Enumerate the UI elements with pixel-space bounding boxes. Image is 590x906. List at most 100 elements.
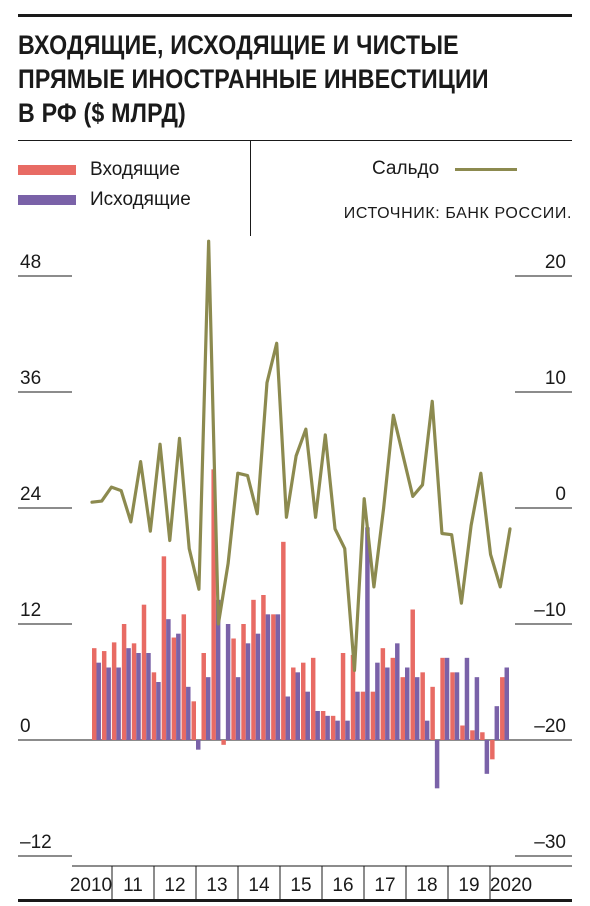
bar-outflow — [245, 643, 251, 740]
bar-inflow — [450, 672, 455, 740]
bar-outflow — [414, 677, 420, 740]
bar-outflow — [315, 711, 320, 740]
bar-outflow — [156, 682, 161, 740]
chart-title-line-1: Входящие, исходящие и чистые — [18, 30, 459, 60]
bar-outflow — [464, 657, 470, 740]
bar-inflow — [480, 732, 485, 740]
x-tick-label: 2010 — [70, 875, 112, 896]
bar-inflow — [261, 595, 266, 740]
bar-inflow — [460, 725, 465, 740]
y-left-tick-label: –12 — [20, 832, 52, 853]
saldo-line — [90, 239, 512, 673]
legend-item-inflow: Входящие — [18, 159, 180, 181]
bar-inflow — [490, 740, 495, 760]
y-right-tick-label: –30 — [534, 832, 566, 853]
bar-outflow — [335, 720, 340, 740]
bar-outflow — [166, 619, 171, 740]
x-tick-label: 15 — [290, 875, 311, 896]
legend-label-outflow: Исходящие — [90, 189, 191, 210]
bar-inflow — [131, 643, 137, 740]
bar-inflow — [320, 711, 326, 740]
bar-outflow — [205, 677, 211, 740]
chart-title-line-3: в РФ ($ млрд) — [18, 98, 186, 128]
bar-inflow — [121, 624, 127, 740]
bar-outflow — [265, 614, 271, 740]
bar-inflow — [181, 614, 187, 740]
axis-layer: 48 36 24 12 0 –12 20 10 0 –10 –20 –30 — [18, 252, 572, 857]
bar-outflow — [275, 614, 281, 740]
bar-inflow — [310, 657, 316, 740]
bar-outflow — [474, 677, 480, 740]
bar-inflow — [241, 624, 246, 740]
legend-swatch-outflow — [18, 195, 76, 205]
x-tick-label: 14 — [248, 875, 270, 896]
legend-label-inflow: Входящие — [90, 159, 181, 180]
bar-outflow — [444, 657, 450, 740]
title-divider — [18, 140, 572, 141]
bar-inflow — [281, 541, 286, 740]
bar-inflow — [400, 677, 405, 740]
bar-inflow — [231, 638, 236, 740]
bar-inflow — [340, 653, 346, 740]
y-right-tick-label: –10 — [534, 600, 566, 621]
bar-inflow — [201, 653, 206, 740]
bar-inflow — [291, 667, 296, 740]
bar-outflow — [424, 720, 430, 740]
bar-inflow — [301, 662, 306, 740]
x-tick-label: 19 — [458, 875, 479, 896]
bar-outflow — [176, 633, 181, 740]
x-axis: 2010 11 12 13 14 15 16 17 18 19 2020 — [70, 865, 572, 899]
bar-inflow — [251, 599, 256, 740]
y-right-tick-label: 20 — [545, 252, 566, 273]
legend-item-saldo: Сальдо — [372, 158, 518, 180]
y-left-tick-label: 12 — [20, 600, 41, 621]
bar-outflow — [136, 653, 141, 740]
bar-inflow — [171, 637, 177, 740]
bar-outflow — [225, 624, 231, 740]
bar-outflow — [235, 677, 241, 740]
bar-inflow — [141, 604, 147, 740]
bar-outflow — [255, 633, 261, 740]
bar-inflow — [440, 657, 445, 740]
bar-outflow — [434, 740, 440, 789]
bar-inflow — [470, 730, 475, 740]
x-tick-label: 2020 — [490, 875, 532, 896]
bar-outflow — [146, 653, 151, 740]
bar-outflow — [106, 667, 111, 740]
bar-inflow — [191, 701, 196, 740]
x-tick-label: 16 — [332, 875, 353, 896]
bar-outflow — [285, 696, 291, 740]
chart-title-line-2: прямые иностранные инвестиции — [18, 64, 489, 94]
y-left-tick-label: 36 — [20, 368, 41, 389]
y-left-tick-label: 24 — [20, 484, 42, 505]
bar-inflow — [161, 556, 167, 740]
bar-outflow — [395, 643, 400, 740]
bar-outflow — [215, 599, 221, 740]
legend-divider — [250, 140, 251, 236]
bar-outflow — [305, 691, 310, 740]
bar-outflow — [186, 686, 191, 740]
bar-inflow — [151, 672, 157, 740]
x-tick-label: 18 — [416, 875, 437, 896]
bar-outflow — [504, 667, 510, 740]
x-tick-label: 11 — [123, 875, 143, 896]
bar-inflow — [500, 677, 505, 740]
bar-inflow — [211, 469, 216, 740]
x-tick-label: 12 — [164, 875, 185, 896]
legend-item-outflow: Исходящие — [18, 189, 191, 211]
x-tick-label: 13 — [206, 875, 227, 896]
bar-outflow — [116, 667, 121, 740]
bar-inflow — [360, 691, 366, 740]
legend-swatch-saldo — [455, 167, 518, 171]
y-right-tick-label: 0 — [555, 484, 566, 505]
line-layer — [90, 239, 512, 673]
x-tick-label: 17 — [374, 875, 395, 896]
bar-outflow — [295, 672, 301, 740]
bar-outflow — [494, 706, 500, 740]
bar-outflow — [375, 662, 380, 740]
bar-inflow — [271, 614, 276, 740]
bar-inflow — [370, 691, 376, 740]
bar-outflow — [96, 662, 101, 740]
bar-inflow — [430, 686, 435, 740]
